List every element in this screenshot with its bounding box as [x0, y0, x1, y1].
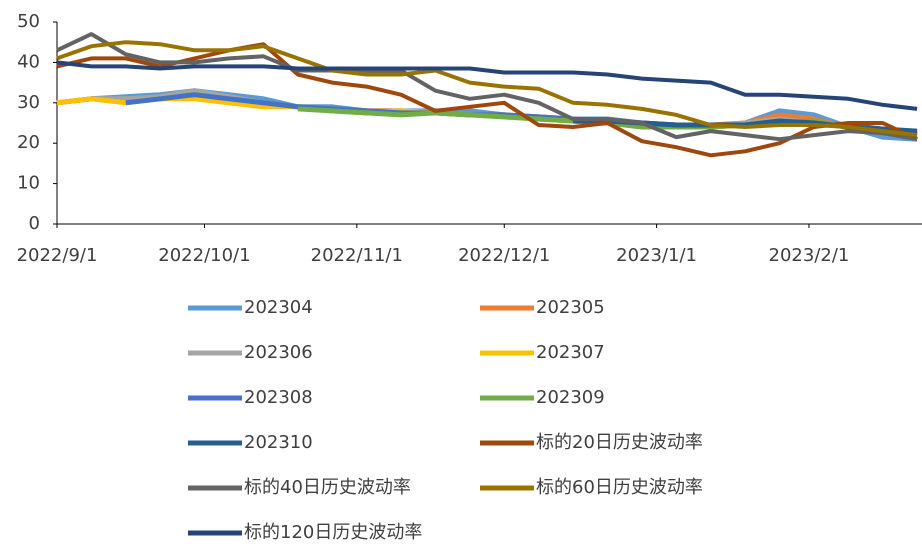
- legend-label: 标的60日历史波动率: [536, 477, 703, 498]
- x-tick-label: 2023/2/1: [769, 245, 850, 266]
- legend-label: 202308: [244, 387, 313, 408]
- x-tick-label: 2022/11/1: [311, 245, 403, 266]
- legend-label: 202304: [244, 297, 313, 318]
- legend-label: 标的120日历史波动率: [244, 522, 422, 543]
- legend-label: 202309: [536, 387, 605, 408]
- y-tick-label: 10: [17, 173, 40, 194]
- y-tick-label: 20: [17, 132, 40, 153]
- series-line: [56, 32, 918, 142]
- series-line: [56, 40, 918, 138]
- legend-label: 202306: [244, 342, 313, 363]
- legend-label: 202305: [536, 297, 605, 318]
- series-line: [56, 60, 918, 111]
- x-tick-label: 2022/12/1: [458, 245, 550, 266]
- x-tick-label: 2022/10/1: [158, 245, 250, 266]
- series-line: [56, 42, 918, 158]
- legend-label: 标的40日历史波动率: [244, 477, 411, 498]
- y-tick-label: 50: [17, 11, 40, 32]
- x-tick-label: 2023/1/1: [616, 245, 697, 266]
- legend-label: 标的20日历史波动率: [536, 432, 703, 453]
- y-tick-label: 0: [29, 213, 40, 234]
- legend-label: 202307: [536, 342, 605, 363]
- y-tick-label: 30: [17, 92, 40, 113]
- y-tick-label: 40: [17, 51, 40, 72]
- legend-label: 202310: [244, 432, 313, 453]
- x-tick-label: 2022/9/1: [17, 245, 98, 266]
